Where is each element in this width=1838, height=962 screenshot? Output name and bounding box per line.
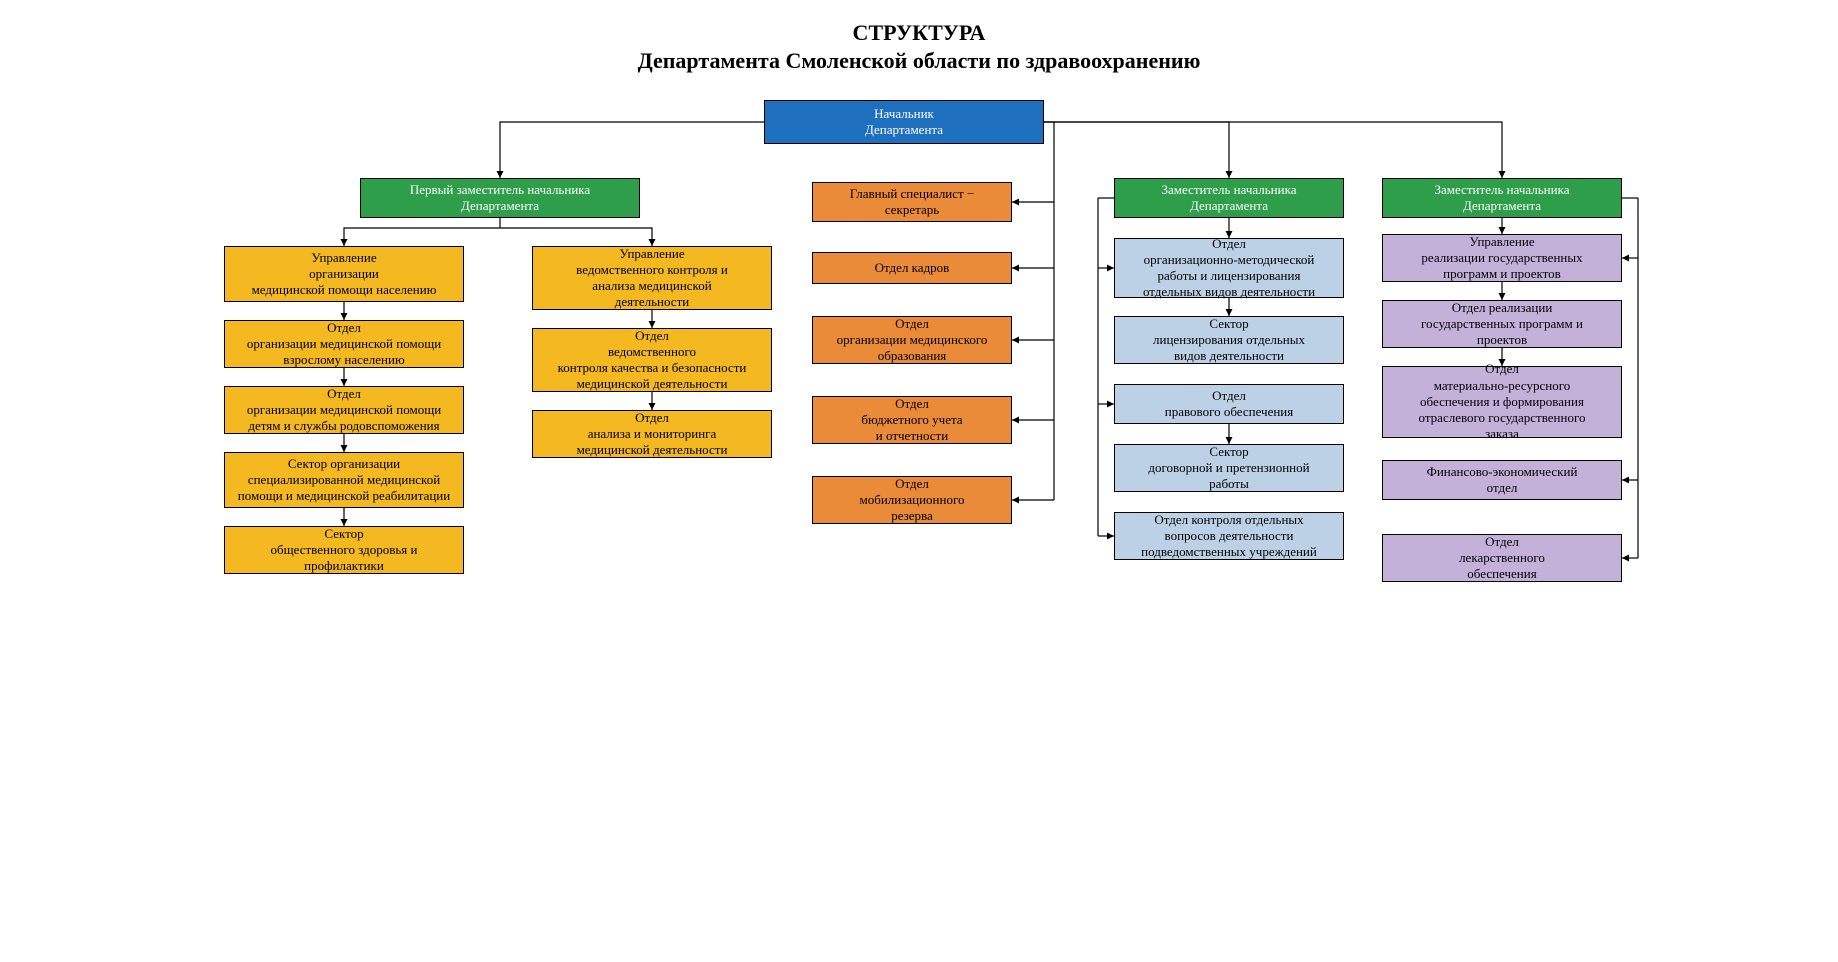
node-o3: Отделорганизации медицинскогообразования [812,316,1012,364]
node-root: НачальникДепартамента [764,100,1044,144]
node-p1: Управлениереализации государственныхпрог… [1382,234,1622,282]
node-p4: Финансово-экономическийотдел [1382,460,1622,500]
node-o2: Отдел кадров [812,252,1012,284]
node-b2: Секторлицензирования отдельныхвидов деят… [1114,316,1344,364]
node-y7: Отделведомственногоконтроля качества и б… [532,328,772,392]
title-line2: Департамента Смоленской области по здрав… [164,48,1674,74]
title-line1: СТРУКТУРА [164,0,1674,46]
node-y1: Управлениеорганизациимедицинской помощи … [224,246,464,302]
node-dep3: Заместитель начальникаДепартамента [1382,178,1622,218]
node-dep2: Заместитель начальникаДепартамента [1114,178,1344,218]
node-y5: Секторобщественного здоровья ипрофилакти… [224,526,464,574]
node-y4: Сектор организацииспециализированной мед… [224,452,464,508]
node-p3: Отделматериально-ресурсногообеспечения и… [1382,366,1622,438]
node-y3: Отделорганизации медицинской помощидетям… [224,386,464,434]
node-o5: Отделмобилизационногорезерва [812,476,1012,524]
node-dep1: Первый заместитель начальникаДепартамент… [360,178,640,218]
node-b1: Отделорганизационно-методическойработы и… [1114,238,1344,298]
node-y6: Управлениеведомственного контроля ианали… [532,246,772,310]
org-chart-canvas: СТРУКТУРА Департамента Смоленской област… [164,0,1674,790]
node-o4: Отделбюджетного учетаи отчетности [812,396,1012,444]
node-p5: Отделлекарственногообеспечения [1382,534,1622,582]
node-y2: Отделорганизации медицинской помощивзрос… [224,320,464,368]
node-b5: Отдел контроля отдельныхвопросов деятель… [1114,512,1344,560]
node-y8: Отделанализа и мониторингамедицинской де… [532,410,772,458]
node-b4: Сектордоговорной и претензионнойработы [1114,444,1344,492]
node-b3: Отделправового обеспечения [1114,384,1344,424]
node-p2: Отдел реализациигосударственных программ… [1382,300,1622,348]
node-o1: Главный специалист −секретарь [812,182,1012,222]
